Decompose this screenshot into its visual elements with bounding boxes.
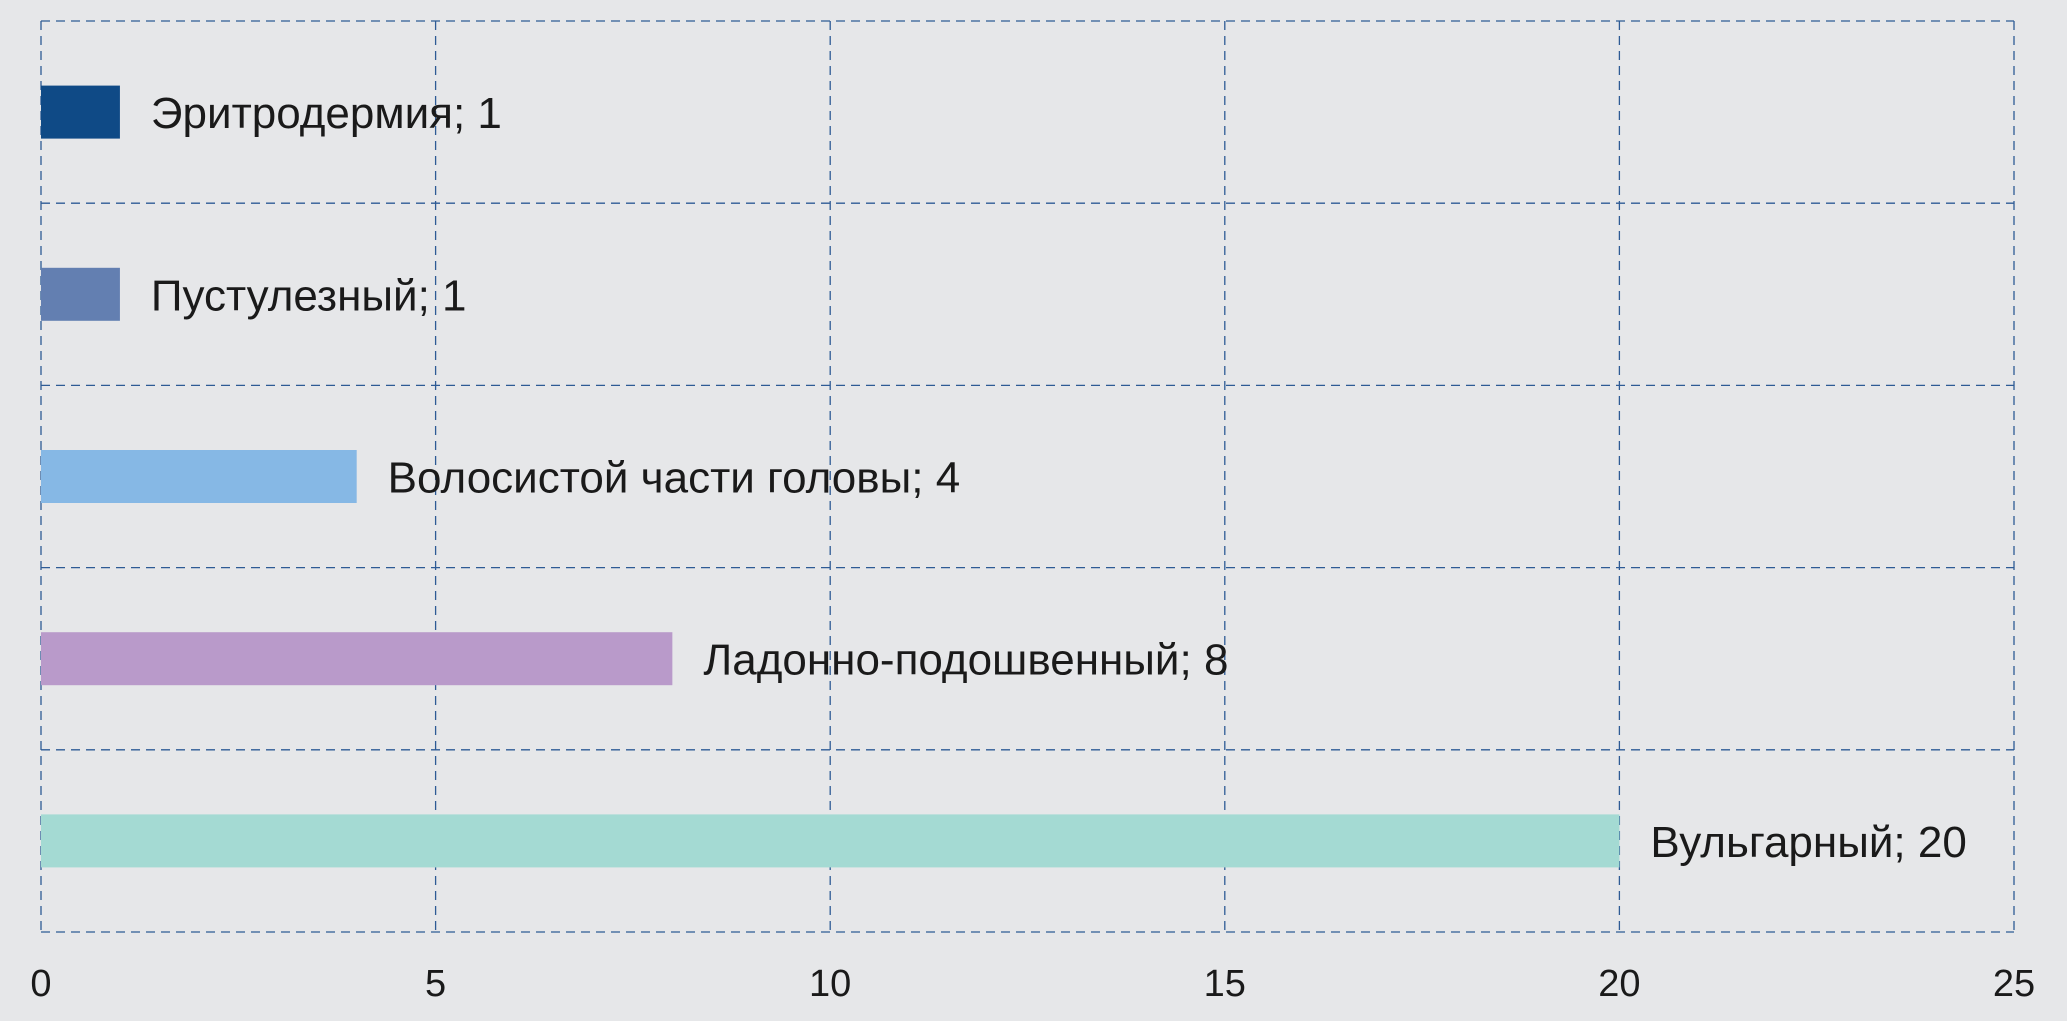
bar — [41, 450, 357, 503]
bar — [41, 814, 1620, 868]
x-tick-label: 15 — [1204, 963, 1246, 1005]
bar-data-label: Эритродермия; 1 — [151, 89, 502, 138]
bar — [41, 632, 673, 686]
x-tick-label: 20 — [1598, 963, 1640, 1005]
x-tick-label: 5 — [425, 963, 446, 1005]
x-tick-label: 0 — [30, 963, 51, 1005]
bar-data-label: Пустулезный; 1 — [151, 271, 467, 320]
bar-data-label: Волосистой части головы; 4 — [388, 454, 961, 503]
chart-bar-labels: Эритродермия; 1 Пустулезный; 1 Волосистой … — [151, 89, 1967, 867]
bar-data-label: Вульгарный; 20 — [1650, 818, 1966, 867]
bar — [41, 267, 120, 321]
x-axis-tick-labels: 0 5 10 15 20 25 — [30, 963, 2035, 1005]
chart-bars — [41, 85, 1620, 868]
bar-data-label: Ладонно-подошвенный; 8 — [703, 636, 1228, 685]
x-tick-label: 25 — [1993, 963, 2035, 1005]
x-tick-label: 10 — [809, 963, 851, 1005]
bar — [41, 85, 120, 139]
